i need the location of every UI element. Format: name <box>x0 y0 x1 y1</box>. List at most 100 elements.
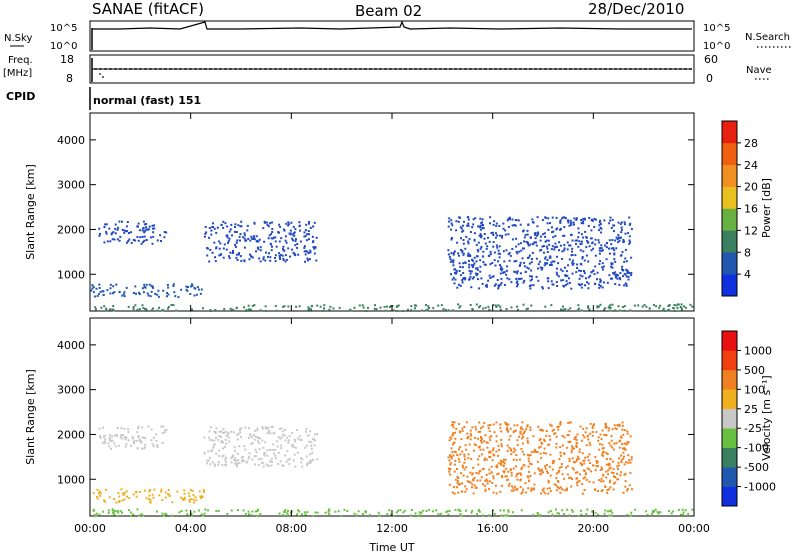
data-cell <box>591 510 594 513</box>
data-cell <box>624 282 627 285</box>
data-cell <box>477 509 480 512</box>
data-cell <box>569 244 572 247</box>
data-cell <box>206 254 209 257</box>
data-cell <box>523 279 526 282</box>
data-cell <box>571 478 574 480</box>
data-cell <box>280 444 283 447</box>
data-cell <box>257 437 260 440</box>
data-cell <box>539 438 542 440</box>
data-cell <box>480 441 483 444</box>
data-cell <box>461 490 464 493</box>
data-cell <box>132 440 135 443</box>
data-cell <box>532 488 535 491</box>
data-cell <box>586 281 588 284</box>
data-cell <box>559 446 562 449</box>
data-cell <box>151 443 154 446</box>
data-cell <box>611 277 614 280</box>
data-cell <box>108 496 111 499</box>
data-cell <box>497 249 500 252</box>
data-cell <box>645 305 648 308</box>
data-cell <box>261 461 263 464</box>
data-cell <box>256 514 258 517</box>
data-cell <box>137 425 140 428</box>
data-cell <box>319 305 322 308</box>
data-cell <box>524 270 527 273</box>
power-x-axis <box>89 113 695 311</box>
data-cell <box>606 489 609 492</box>
data-cell <box>247 437 250 439</box>
data-cell <box>116 238 119 241</box>
data-cell <box>198 509 201 512</box>
data-cell <box>453 268 456 271</box>
data-cell <box>379 306 382 309</box>
data-cell <box>455 486 458 489</box>
data-cell <box>311 241 314 244</box>
data-cell <box>537 468 540 471</box>
data-cell <box>263 452 265 455</box>
data-cell <box>278 231 280 234</box>
data-cell <box>111 238 114 241</box>
data-cell <box>253 429 256 432</box>
data-cell <box>91 284 94 287</box>
data-cell <box>534 237 537 240</box>
data-cell <box>395 309 398 312</box>
data-cell <box>573 223 575 226</box>
data-cell <box>454 478 457 481</box>
data-cell <box>109 438 111 441</box>
data-cell <box>136 427 139 430</box>
data-cell <box>594 456 597 459</box>
data-cell <box>254 463 256 466</box>
data-cell <box>269 460 271 463</box>
data-cell <box>203 452 206 455</box>
data-cell <box>495 421 498 424</box>
data-cell <box>535 241 538 244</box>
data-cell <box>337 510 340 513</box>
cpid-value: normal (fast) 151 <box>93 94 201 107</box>
data-cell <box>245 239 248 242</box>
data-cell <box>591 425 594 428</box>
data-cell <box>269 222 271 225</box>
data-cell <box>162 309 165 312</box>
data-cell <box>586 241 589 244</box>
data-cell <box>520 468 523 470</box>
data-cell <box>489 263 492 266</box>
data-cell <box>266 449 269 452</box>
data-cell <box>279 225 282 228</box>
data-cell <box>512 489 515 492</box>
data-cell <box>236 239 239 242</box>
data-cell <box>251 256 254 259</box>
data-cell <box>447 253 450 256</box>
data-cell <box>522 230 524 233</box>
data-cell <box>619 272 622 274</box>
data-cell <box>575 458 578 461</box>
data-cell <box>152 445 155 448</box>
data-cell <box>285 241 288 244</box>
data-cell <box>605 258 608 261</box>
data-cell <box>485 284 487 287</box>
data-cell <box>555 472 558 475</box>
data-cell <box>604 423 607 426</box>
data-cell <box>497 304 500 307</box>
data-cell <box>608 239 611 242</box>
data-cell <box>508 482 511 485</box>
data-cell <box>210 233 213 236</box>
data-cell <box>654 508 657 511</box>
data-cell <box>135 495 138 498</box>
data-cell <box>106 240 109 243</box>
data-cell <box>492 475 495 478</box>
data-cell <box>602 265 605 268</box>
data-cell <box>564 308 567 311</box>
data-cell <box>533 487 536 490</box>
data-cell <box>501 476 504 479</box>
data-cell <box>191 284 194 287</box>
data-cell <box>255 250 257 253</box>
data-cell <box>243 234 246 237</box>
data-cell <box>249 253 251 256</box>
data-cell <box>192 498 195 501</box>
data-cell <box>255 451 258 454</box>
data-cell <box>530 261 533 264</box>
data-cell <box>249 434 252 437</box>
data-cell <box>535 257 538 260</box>
data-cell <box>259 309 262 312</box>
data-cell <box>250 436 253 439</box>
